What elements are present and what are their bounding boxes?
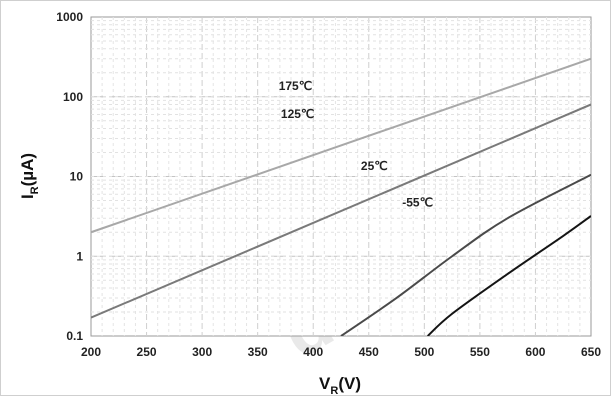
series-line-3 (426, 215, 591, 336)
x-axis-title-unit: (V) (338, 374, 361, 393)
x-axis-title: VR(V) (319, 374, 361, 396)
series-label: 25℃ (361, 159, 388, 173)
x-tick-label: 250 (137, 345, 157, 359)
series-line-2 (340, 173, 591, 336)
series-label: 175℃ (279, 79, 313, 93)
x-tick-label: 350 (248, 345, 268, 359)
curve-labels: 175℃ 125℃ 25℃ -55℃ (279, 79, 433, 210)
y-axis-title-unit: (µA) (18, 153, 37, 186)
x-tick-label: 450 (359, 345, 379, 359)
x-tick-label: 300 (192, 345, 212, 359)
y-tick-label: 1 (76, 249, 83, 263)
y-axis-title-main: I (18, 194, 37, 199)
y-tick-label: 0.1 (66, 329, 83, 343)
x-axis-title-sub: R (330, 385, 338, 396)
x-tick-label: 400 (303, 345, 323, 359)
x-axis-title-main: V (319, 374, 331, 393)
x-tick-label: 600 (525, 345, 545, 359)
x-tick-label: 650 (581, 345, 601, 359)
tick-labels: 200 250 300 350 400 450 500 550 600 650 0.1 1 10 100 1… (56, 10, 601, 359)
series-label: 125℃ (281, 107, 315, 121)
plot-area (91, 57, 591, 336)
x-tick-label: 200 (81, 345, 101, 359)
series-group (91, 57, 591, 336)
y-tick-label: 1000 (56, 10, 83, 24)
y-axis-title: IR(µA) (18, 153, 41, 199)
grid (90, 16, 592, 337)
y-axis-title-sub: R (29, 186, 41, 194)
series-label: -55℃ (402, 196, 433, 210)
series-line-0 (91, 57, 591, 234)
y-tick-label: 10 (70, 170, 84, 184)
x-tick-label: 500 (414, 345, 434, 359)
x-tick-label: 550 (470, 345, 490, 359)
series-line-1 (91, 103, 591, 319)
y-tick-label: 100 (63, 90, 83, 104)
